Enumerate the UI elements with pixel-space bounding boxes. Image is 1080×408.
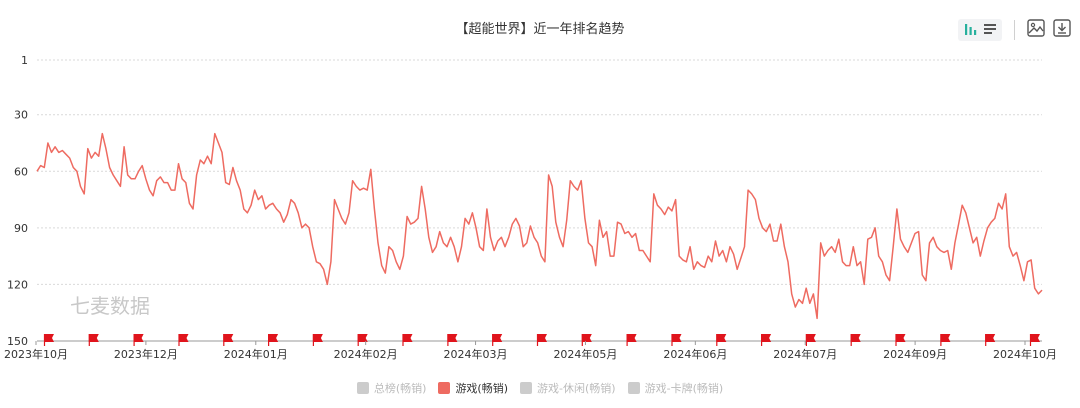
event-flag-icon[interactable] xyxy=(223,334,234,346)
y-tick-label: 60 xyxy=(14,165,28,178)
watermark: 七麦数据 xyxy=(70,294,150,318)
series-line-game-grossing xyxy=(36,132,1043,320)
event-flag-icon[interactable] xyxy=(760,334,772,346)
event-flag-icon[interactable] xyxy=(447,334,458,346)
x-tick-label: 2023年12月 xyxy=(114,347,178,361)
event-flag-icon[interactable] xyxy=(985,334,996,346)
event-flag-icon[interactable] xyxy=(626,334,637,346)
event-flag-icon[interactable] xyxy=(850,334,861,346)
chart-toolbar xyxy=(958,18,1077,42)
x-tick-label: 2024年02月 xyxy=(334,347,398,361)
x-tick-label: 2023年10月 xyxy=(4,347,68,361)
legend-label: 游戏-休闲(畅销) xyxy=(537,382,616,395)
x-tick-label: 2024年01月 xyxy=(224,347,288,361)
event-flag-icon[interactable] xyxy=(268,334,279,346)
y-tick-label: 90 xyxy=(14,222,28,235)
chart-legend: 总榜(畅销) 游戏(畅销) 游戏-休闲(畅销) 游戏-卡牌(畅销) xyxy=(0,380,1080,397)
legend-swatch xyxy=(520,382,533,394)
y-tick-label: 30 xyxy=(14,109,28,122)
download-button[interactable] xyxy=(1051,19,1073,41)
chart-title: 【超能世界】近一年排名趋势 xyxy=(455,22,625,37)
event-flag-icon[interactable] xyxy=(178,334,189,346)
event-flag-icon[interactable] xyxy=(133,334,144,346)
chart-view-toggle[interactable] xyxy=(958,19,1002,41)
legend-label: 游戏(畅销) xyxy=(455,382,509,395)
list-icon[interactable] xyxy=(983,21,997,40)
event-flag-icon[interactable] xyxy=(805,334,816,346)
event-flag-icon[interactable] xyxy=(895,334,906,346)
legend-item[interactable]: 总榜(畅销) xyxy=(356,380,427,396)
event-flag-icon[interactable] xyxy=(536,334,547,346)
event-flag-icon[interactable] xyxy=(940,334,951,346)
x-tick-label: 2024年10月 xyxy=(993,347,1057,361)
x-tick-label: 2024年07月 xyxy=(773,347,837,361)
legend-item[interactable]: 游戏-卡牌(畅销) xyxy=(627,380,724,396)
x-tick-label: 2024年09月 xyxy=(883,347,947,361)
y-tick-label: 150 xyxy=(7,335,28,348)
event-flag-icon[interactable] xyxy=(716,334,727,346)
y-tick-label: 120 xyxy=(7,278,28,291)
y-tick-label: 1 xyxy=(21,54,28,67)
legend-label: 总榜(畅销) xyxy=(373,382,427,395)
event-flag-icon[interactable] xyxy=(402,334,413,346)
legend-item[interactable]: 游戏-休闲(畅销) xyxy=(520,380,616,396)
event-flag-icon[interactable] xyxy=(357,334,368,346)
event-flag-icon[interactable] xyxy=(43,334,54,346)
legend-label: 游戏-卡牌(畅销) xyxy=(644,382,724,395)
event-flag-icon[interactable] xyxy=(581,334,592,346)
legend-item[interactable]: 游戏(畅销) xyxy=(438,380,508,396)
x-tick-label: 2024年05月 xyxy=(553,347,617,361)
x-tick-label: 2024年03月 xyxy=(444,347,508,361)
event-flag-icon[interactable] xyxy=(1029,334,1040,346)
event-flag-icon[interactable] xyxy=(88,334,99,346)
event-flag-icon[interactable] xyxy=(671,334,682,346)
event-flag-icon[interactable] xyxy=(312,334,323,346)
event-flag-icon[interactable] xyxy=(492,334,503,346)
image-icon xyxy=(1026,18,1046,42)
legend-swatch xyxy=(356,382,369,394)
download-icon xyxy=(1052,18,1072,42)
save-image-button[interactable] xyxy=(1025,19,1047,41)
legend-swatch xyxy=(627,382,640,394)
x-tick-label: 2024年06月 xyxy=(663,347,727,361)
bar-chart-icon[interactable] xyxy=(964,21,978,40)
legend-swatch xyxy=(438,382,451,394)
toolbar-divider xyxy=(1014,20,1015,40)
